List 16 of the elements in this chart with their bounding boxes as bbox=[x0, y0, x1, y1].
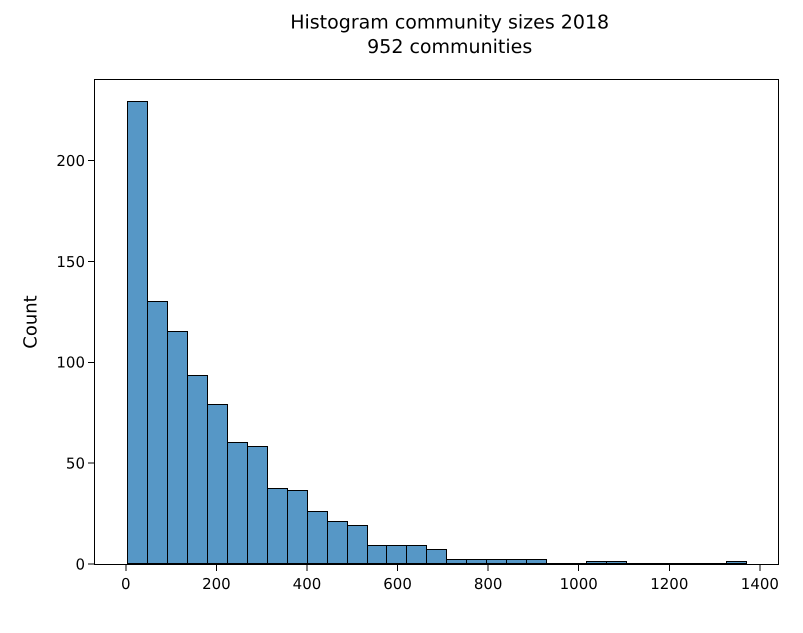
y-tick-label: 100 bbox=[56, 354, 85, 372]
x-tick-label: 400 bbox=[292, 575, 322, 593]
y-tick-label: 0 bbox=[75, 555, 85, 574]
x-tick-label: 0 bbox=[121, 575, 131, 593]
y-tick-label: 150 bbox=[56, 252, 85, 271]
x-tick-label: 600 bbox=[383, 575, 412, 593]
chart-title: Histogram community sizes 2018 bbox=[290, 11, 610, 34]
x-tick-label: 1000 bbox=[560, 575, 598, 593]
x-tick-label: 1400 bbox=[740, 575, 779, 593]
x-tick-label: 1200 bbox=[650, 575, 688, 593]
y-tick-label: 200 bbox=[56, 152, 85, 170]
y-axis-title: Count bbox=[20, 295, 42, 349]
x-tick-label: 200 bbox=[202, 575, 231, 593]
chart-subtitle: 952 communities bbox=[367, 36, 532, 58]
y-tick-label: 50 bbox=[66, 454, 85, 472]
x-tick-label: 800 bbox=[474, 575, 502, 593]
